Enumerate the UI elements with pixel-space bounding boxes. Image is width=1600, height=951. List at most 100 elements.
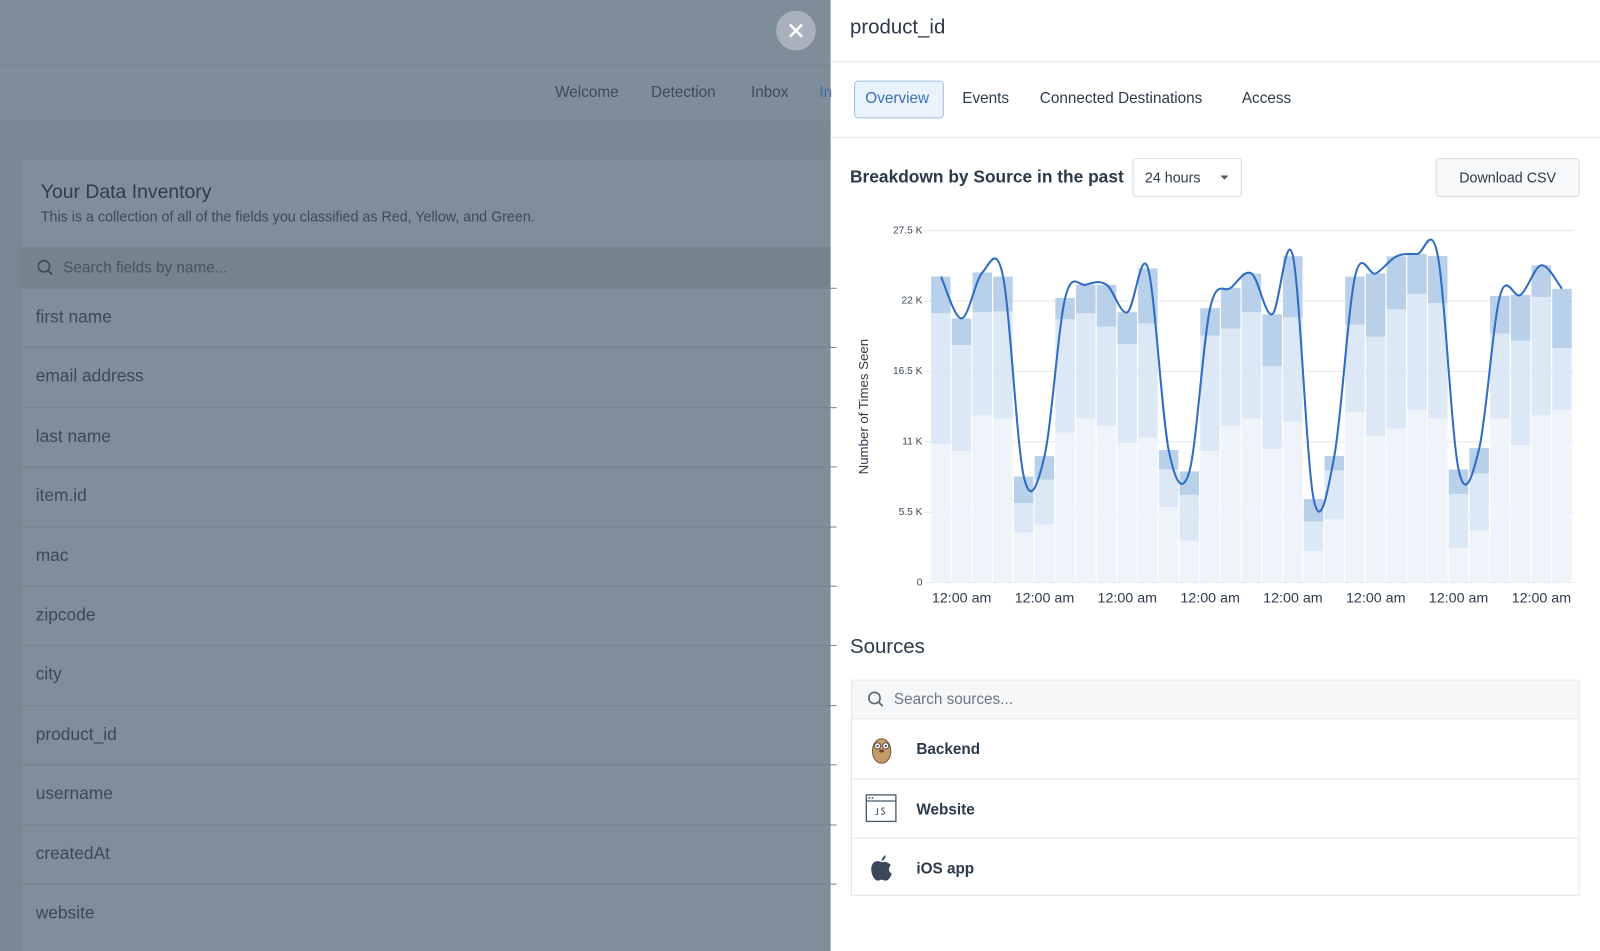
bar-segment	[1552, 347, 1572, 411]
bar-segment	[1034, 524, 1055, 583]
field-name[interactable]: zipcode	[35, 605, 96, 625]
y-tick-label: 27.5 K	[893, 225, 923, 236]
x-tick-label: 12:00 am	[1512, 591, 1571, 607]
bar-segment	[1262, 449, 1282, 583]
field-name[interactable]: last name	[35, 426, 111, 446]
source-row[interactable]	[851, 778, 1580, 839]
tab[interactable]: Access	[1241, 89, 1292, 108]
sources-table	[851, 679, 1580, 896]
row-divider	[20, 883, 837, 885]
bar-segment	[1076, 284, 1096, 314]
close-button[interactable]	[776, 10, 817, 51]
nav-item[interactable]: Inbox	[751, 83, 789, 102]
source-name: Website	[916, 801, 975, 819]
bar-segment	[972, 272, 993, 313]
bar-segment	[1096, 326, 1117, 426]
field-name[interactable]: item.id	[35, 485, 87, 506]
bar-segment	[1055, 297, 1075, 320]
bar-segment	[1013, 503, 1034, 533]
bar-segment	[1241, 312, 1262, 419]
nav-item[interactable]: Detection	[651, 83, 716, 102]
bar-segment	[1345, 412, 1365, 583]
field-name[interactable]: createdAt	[35, 843, 110, 863]
field-name[interactable]: username	[35, 783, 113, 804]
bar-segment	[1283, 421, 1303, 583]
y-tick-label: 0	[917, 577, 923, 588]
bar-segment	[1117, 312, 1137, 344]
bar-segment	[1448, 469, 1469, 494]
x-tick-label: 12:00 am	[1263, 591, 1322, 607]
bar-segment	[1138, 268, 1158, 324]
source-name: iOS app	[916, 860, 975, 878]
bar-segment	[1158, 450, 1179, 470]
field-name[interactable]: product_id	[35, 724, 117, 744]
download-button[interactable]	[1435, 158, 1580, 197]
field-name[interactable]: email address	[35, 366, 144, 387]
chart: 0 5.5 K 11 K 16.5 K 22 K 27.5 K Number of Time…	[856, 225, 1575, 607]
js-icon	[865, 794, 897, 823]
field-name[interactable]: mac	[35, 545, 69, 565]
nav-item[interactable]: In	[819, 83, 833, 102]
row-divider	[20, 704, 837, 706]
bar-segment	[1303, 521, 1324, 552]
bar-segment	[993, 276, 1013, 312]
field-name[interactable]: city	[35, 664, 62, 685]
x-tick-label: 12:00 am	[1015, 591, 1074, 607]
bar-segment	[993, 418, 1013, 583]
range-value: 24 hours	[1144, 169, 1201, 186]
field-search-placeholder: Search fields by name...	[63, 259, 228, 277]
bar-segment	[1448, 547, 1469, 583]
bar-segment	[1117, 442, 1137, 583]
bar-segment	[1407, 254, 1427, 294]
row-divider	[20, 824, 837, 826]
source-row[interactable]	[851, 837, 1580, 898]
apple-icon	[871, 855, 892, 881]
bar-segment	[993, 311, 1013, 419]
divider	[830, 136, 1600, 138]
source-row[interactable]	[851, 718, 1580, 778]
source-search-placeholder: Search sources...	[893, 690, 1013, 709]
row-divider	[20, 764, 837, 766]
bar-segment	[1179, 471, 1200, 495]
field-search[interactable]	[20, 246, 837, 288]
field-name[interactable]: first name	[35, 307, 112, 327]
inventory-title: Your Data Inventory	[40, 181, 212, 204]
bar-segment	[1096, 284, 1117, 327]
row-divider	[20, 645, 837, 647]
bar-segment	[1055, 432, 1075, 583]
tab[interactable]: Events	[962, 89, 1010, 108]
x-tick-label: 12:00 am	[932, 591, 991, 607]
bar-segment	[1013, 532, 1034, 583]
field-name[interactable]: website	[35, 903, 95, 923]
tab[interactable]: Overview	[865, 89, 930, 108]
bar-segment	[1386, 309, 1407, 429]
bar-segment	[951, 344, 972, 452]
bar-segment	[1531, 265, 1552, 297]
bar-segment	[1241, 418, 1262, 583]
bar-segment	[1490, 418, 1510, 583]
bar-segment	[1552, 288, 1572, 348]
total-line	[940, 238, 1563, 513]
bar-segment	[1200, 335, 1220, 452]
y-axis-label: Number of Times Seen	[856, 339, 871, 475]
bar-segment	[1076, 418, 1096, 583]
tab[interactable]: Connected Destinations	[1039, 89, 1203, 108]
active-tab-box	[854, 80, 944, 119]
bar-segment	[1531, 415, 1552, 583]
bar-segment	[1365, 336, 1386, 436]
bar-segment	[1303, 551, 1324, 583]
x-tick-label: 12:00 am	[1098, 591, 1157, 607]
bar-segment	[1138, 323, 1158, 438]
source-search[interactable]	[852, 680, 1579, 719]
bar-segment	[1510, 294, 1531, 341]
x-tick-label: 12:00 am	[1180, 591, 1239, 607]
row-divider	[20, 526, 837, 528]
bar-segment	[1365, 273, 1386, 337]
y-tick-label: 22 K	[901, 296, 922, 307]
bar-segment	[1490, 295, 1510, 334]
search-icon	[37, 259, 53, 276]
bar-segment	[1324, 519, 1344, 583]
nav-item[interactable]: Welcome	[555, 83, 619, 102]
bar-segment	[1386, 428, 1407, 583]
